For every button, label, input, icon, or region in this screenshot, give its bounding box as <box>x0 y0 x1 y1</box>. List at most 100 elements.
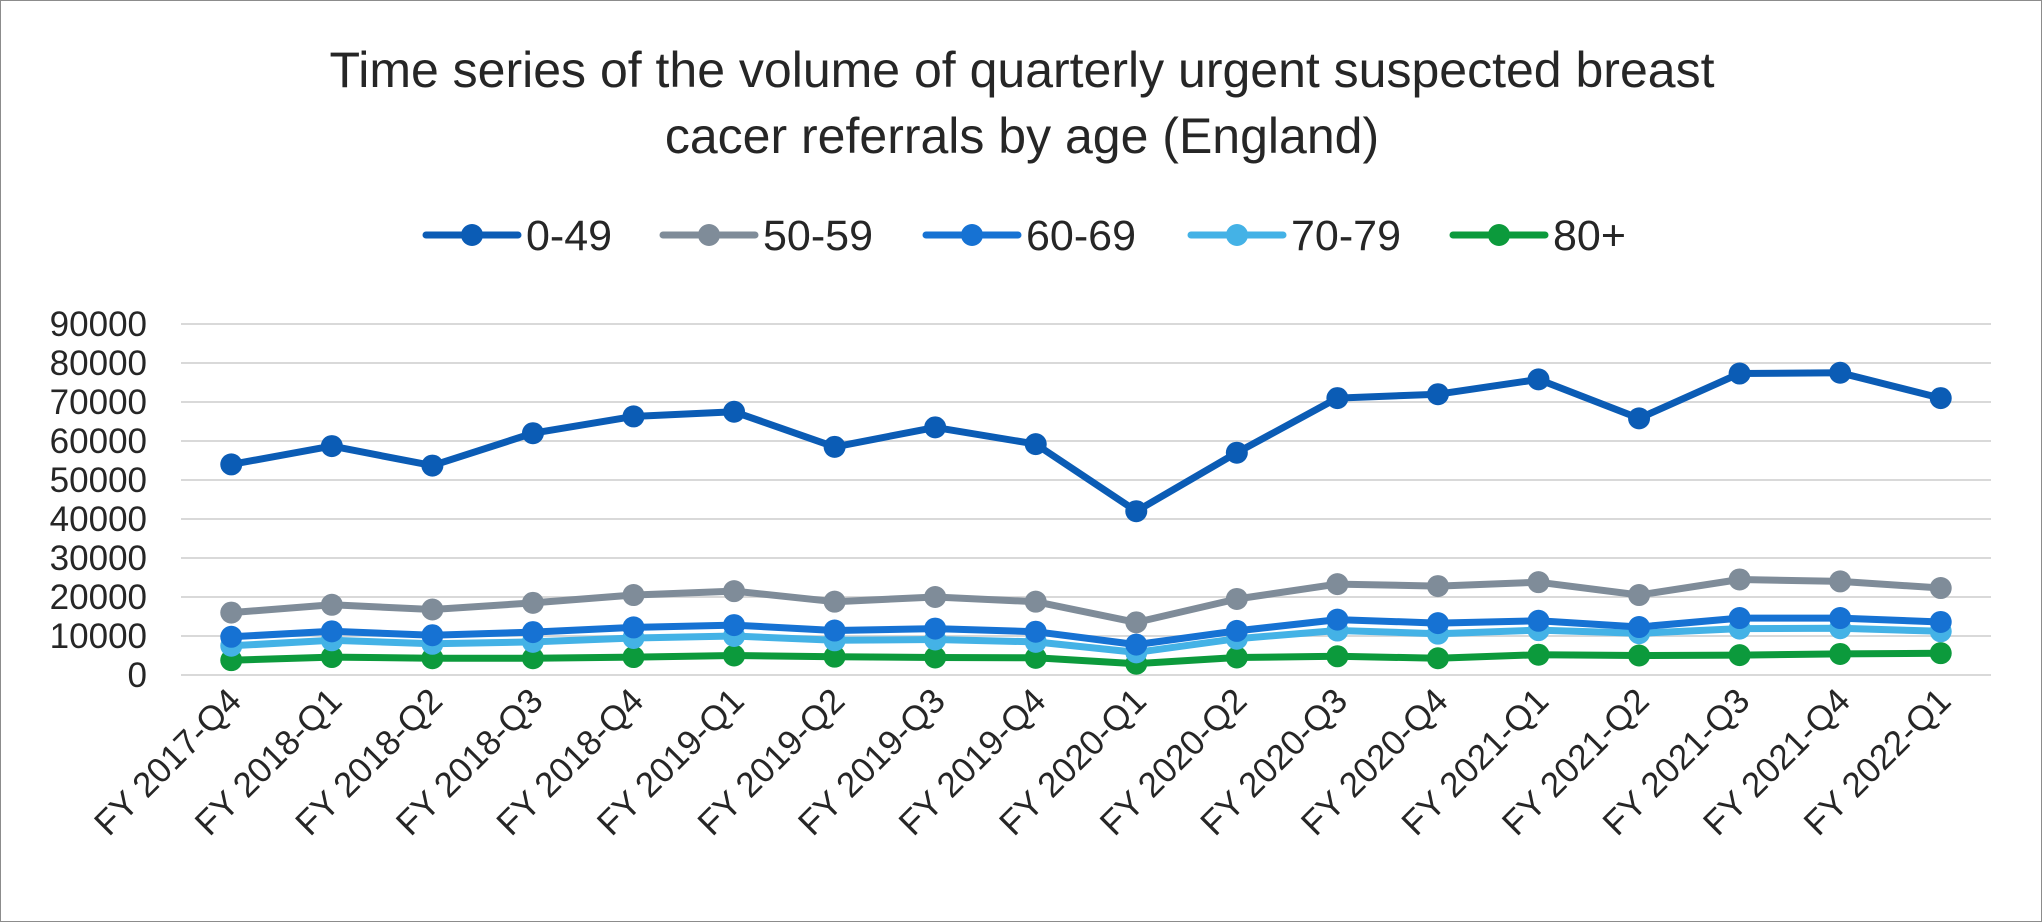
legend-item: 70-79 <box>1187 212 1401 260</box>
data-point <box>1225 587 1248 610</box>
legend-marker-swatch <box>1488 224 1510 246</box>
plot-series <box>220 361 1952 675</box>
y-tick-label: 20000 <box>50 578 147 617</box>
data-point <box>823 619 846 642</box>
chart-title-line-1: Time series of the volume of quarterly u… <box>330 42 1715 98</box>
data-point <box>220 601 243 624</box>
data-point <box>1326 387 1349 410</box>
data-point <box>1426 647 1449 670</box>
data-point <box>924 416 947 439</box>
data-point <box>1829 607 1852 630</box>
data-point <box>320 435 343 458</box>
data-point <box>1628 644 1651 667</box>
legend-item: 60-69 <box>922 212 1136 260</box>
data-point <box>1024 590 1047 613</box>
legend-marker-swatch <box>461 224 483 246</box>
chart-title-line-2: cacer referrals by age (England) <box>665 108 1379 164</box>
y-tick-label: 90000 <box>50 305 147 344</box>
legend-item: 0-49 <box>422 212 612 260</box>
y-tick-label: 80000 <box>50 344 147 383</box>
data-point <box>521 621 544 644</box>
data-point <box>622 405 645 428</box>
series-50-59 <box>220 568 1952 634</box>
data-point <box>1628 616 1651 639</box>
data-point <box>723 580 746 603</box>
series-0-49 <box>220 361 1952 523</box>
data-point <box>1628 584 1651 607</box>
data-point <box>421 454 444 477</box>
data-point <box>521 591 544 614</box>
data-point <box>1728 644 1751 667</box>
data-point <box>1929 577 1952 600</box>
data-point <box>723 614 746 637</box>
y-tick-label: 50000 <box>50 461 147 500</box>
series-line <box>227 649 1945 668</box>
series-80plus <box>220 642 1952 675</box>
data-point <box>320 646 343 669</box>
data-point <box>823 590 846 613</box>
data-point <box>622 646 645 669</box>
data-point <box>1527 571 1550 594</box>
y-tick-label: 40000 <box>50 500 147 539</box>
data-point <box>220 625 243 648</box>
data-point <box>1326 573 1349 596</box>
legend-label: 50-59 <box>763 212 873 260</box>
y-tick-label: 0 <box>128 656 147 695</box>
data-point <box>1024 646 1047 669</box>
legend-marker-swatch <box>698 224 720 246</box>
data-point <box>521 647 544 670</box>
data-point <box>1929 387 1952 410</box>
legend-item: 80+ <box>1449 212 1626 260</box>
data-point <box>924 646 947 669</box>
data-point <box>1829 642 1852 665</box>
data-point <box>723 644 746 667</box>
y-tick-label: 10000 <box>50 617 147 656</box>
data-point <box>823 435 846 458</box>
data-point <box>723 400 746 423</box>
data-point <box>1426 575 1449 598</box>
legend-marker-swatch <box>961 224 983 246</box>
legend-item: 50-59 <box>659 212 873 260</box>
legend-marker-swatch <box>1226 224 1248 246</box>
data-point <box>924 617 947 640</box>
legend-label: 60-69 <box>1026 212 1136 260</box>
data-point <box>1426 612 1449 635</box>
legend-label: 0-49 <box>526 212 612 260</box>
data-point <box>1628 407 1651 430</box>
data-point <box>924 586 947 608</box>
data-point <box>1125 500 1148 523</box>
series-60-69 <box>220 607 1952 656</box>
data-point <box>1527 368 1550 391</box>
series-line <box>227 614 1945 649</box>
y-tick-label: 30000 <box>50 539 147 578</box>
legend: 0-49 50-59 60-69 70-79 80+ <box>422 212 1626 260</box>
data-point <box>622 616 645 639</box>
data-point <box>1426 383 1449 406</box>
data-point <box>1527 643 1550 666</box>
series-line <box>227 576 1945 626</box>
data-point <box>1728 568 1751 591</box>
legend-label: 70-79 <box>1291 212 1401 260</box>
data-point <box>823 645 846 668</box>
data-point <box>1929 610 1952 633</box>
data-point <box>1326 645 1349 668</box>
data-point <box>320 593 343 616</box>
data-point <box>1829 361 1852 384</box>
data-point <box>1929 642 1952 665</box>
data-point <box>1527 609 1550 632</box>
data-point <box>1024 433 1047 456</box>
data-point <box>1225 646 1248 669</box>
data-point <box>622 584 645 607</box>
data-point <box>421 598 444 621</box>
y-axis: 0100002000030000400005000060000700008000… <box>50 305 147 695</box>
data-point <box>320 620 343 643</box>
data-point <box>1326 608 1349 631</box>
data-point <box>220 453 243 476</box>
data-point <box>421 624 444 647</box>
data-point <box>1125 633 1148 656</box>
gridlines <box>181 323 1991 676</box>
data-point <box>1225 441 1248 464</box>
